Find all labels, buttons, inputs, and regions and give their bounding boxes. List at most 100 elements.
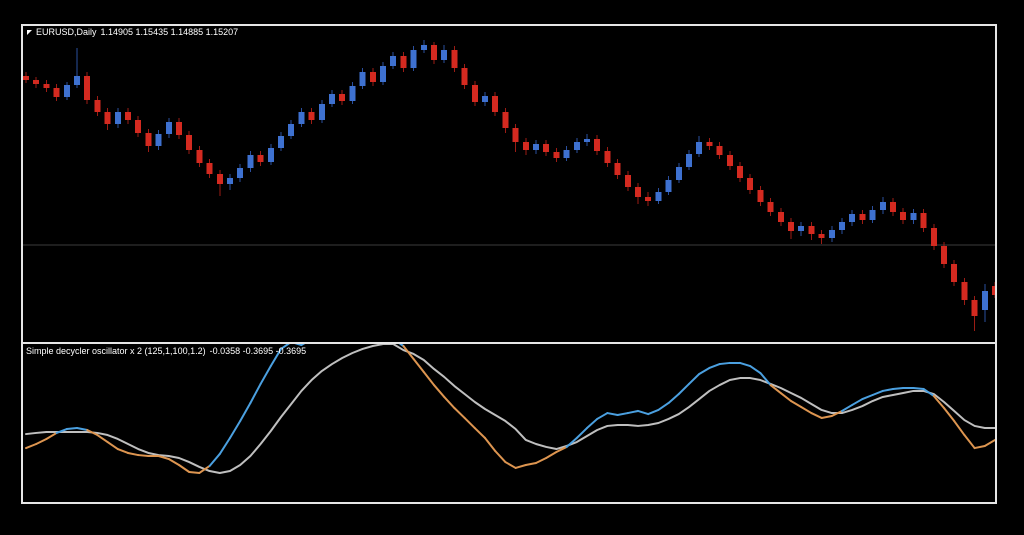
candle[interactable]: [584, 134, 590, 146]
candle[interactable]: [512, 124, 519, 152]
candle[interactable]: [930, 224, 937, 250]
candle[interactable]: [747, 174, 754, 194]
candle[interactable]: [522, 138, 529, 155]
candle[interactable]: [420, 40, 427, 53]
candle[interactable]: [859, 210, 866, 224]
candle[interactable]: [308, 108, 315, 124]
candle[interactable]: [777, 208, 784, 226]
candle[interactable]: [686, 150, 692, 170]
candle[interactable]: [369, 68, 376, 86]
candle[interactable]: [655, 188, 662, 204]
candle[interactable]: [573, 138, 580, 153]
candle[interactable]: [431, 42, 437, 64]
candle[interactable]: [624, 171, 631, 191]
candle[interactable]: [33, 77, 40, 88]
candle[interactable]: [359, 68, 366, 89]
candle[interactable]: [900, 208, 907, 224]
candle[interactable]: [216, 170, 223, 196]
candle[interactable]: [879, 197, 886, 214]
candle[interactable]: [869, 206, 876, 223]
candle[interactable]: [165, 118, 172, 138]
candle[interactable]: [206, 159, 213, 178]
candle[interactable]: [410, 46, 417, 71]
candle[interactable]: [74, 48, 80, 88]
candle[interactable]: [818, 230, 825, 244]
candle[interactable]: [63, 82, 70, 100]
candle[interactable]: [288, 120, 295, 139]
candle[interactable]: [492, 92, 499, 116]
candle[interactable]: [675, 163, 682, 183]
candle[interactable]: [614, 159, 621, 179]
candle[interactable]: [839, 218, 845, 234]
candle[interactable]: [196, 146, 203, 167]
candle[interactable]: [114, 108, 121, 128]
candle[interactable]: [798, 222, 805, 236]
candle[interactable]: [390, 52, 397, 69]
candle[interactable]: [890, 198, 896, 216]
candle[interactable]: [941, 242, 947, 268]
candle[interactable]: [94, 96, 101, 116]
candle[interactable]: [104, 108, 111, 130]
candle[interactable]: [696, 136, 703, 157]
candle[interactable]: [706, 138, 713, 150]
candle[interactable]: [23, 72, 29, 83]
candle[interactable]: [461, 64, 468, 89]
candle[interactable]: [247, 151, 254, 172]
candle[interactable]: [257, 151, 264, 166]
candle[interactable]: [971, 296, 978, 331]
candle[interactable]: [318, 100, 325, 123]
candle[interactable]: [543, 140, 550, 156]
candle[interactable]: [237, 164, 244, 182]
candle[interactable]: [533, 140, 539, 154]
pane-divider[interactable]: [23, 342, 995, 344]
candle[interactable]: [808, 222, 815, 240]
candle[interactable]: [849, 210, 856, 226]
candle[interactable]: [757, 186, 764, 206]
candle[interactable]: [339, 90, 346, 105]
candle[interactable]: [155, 130, 162, 150]
candle[interactable]: [135, 116, 142, 137]
candle[interactable]: [553, 148, 560, 162]
price-chart-pane[interactable]: EURUSD,Daily 1.14905 1.15435 1.14885 1.1…: [23, 26, 995, 340]
candle[interactable]: [53, 84, 60, 101]
candle[interactable]: [665, 176, 672, 195]
candle[interactable]: [278, 132, 284, 151]
candle[interactable]: [441, 45, 448, 63]
candle[interactable]: [635, 183, 641, 204]
candle[interactable]: [981, 284, 988, 322]
candle[interactable]: [400, 52, 407, 72]
oscillator-chart-canvas[interactable]: [23, 344, 995, 502]
candle[interactable]: [726, 151, 733, 170]
candle[interactable]: [992, 282, 995, 298]
candle[interactable]: [145, 129, 152, 152]
candle[interactable]: [43, 80, 50, 92]
candle[interactable]: [176, 118, 182, 139]
candle[interactable]: [298, 108, 305, 127]
candle[interactable]: [471, 81, 478, 106]
candle[interactable]: [594, 135, 601, 155]
candle[interactable]: [951, 260, 958, 286]
candle[interactable]: [920, 209, 927, 232]
candle[interactable]: [267, 144, 274, 165]
candle[interactable]: [788, 218, 794, 239]
candle[interactable]: [482, 92, 488, 106]
candle[interactable]: [604, 147, 611, 167]
candle[interactable]: [737, 162, 743, 182]
candle[interactable]: [645, 192, 652, 206]
candle[interactable]: [828, 226, 835, 242]
candle[interactable]: [329, 90, 335, 107]
candle[interactable]: [502, 108, 509, 133]
candle[interactable]: [84, 72, 91, 104]
candle[interactable]: [910, 209, 917, 224]
candle[interactable]: [349, 82, 356, 104]
candle[interactable]: [563, 146, 570, 161]
candle[interactable]: [125, 108, 131, 124]
candle[interactable]: [227, 174, 233, 190]
oscillator-pane[interactable]: Simple decycler oscillator x 2 (125,1,10…: [23, 344, 995, 502]
candlestick-chart-canvas[interactable]: [23, 26, 995, 340]
candle[interactable]: [451, 46, 458, 72]
candle[interactable]: [186, 131, 193, 154]
candle[interactable]: [961, 278, 968, 305]
candle[interactable]: [716, 142, 723, 159]
chart-marker-icon[interactable]: [27, 30, 32, 35]
